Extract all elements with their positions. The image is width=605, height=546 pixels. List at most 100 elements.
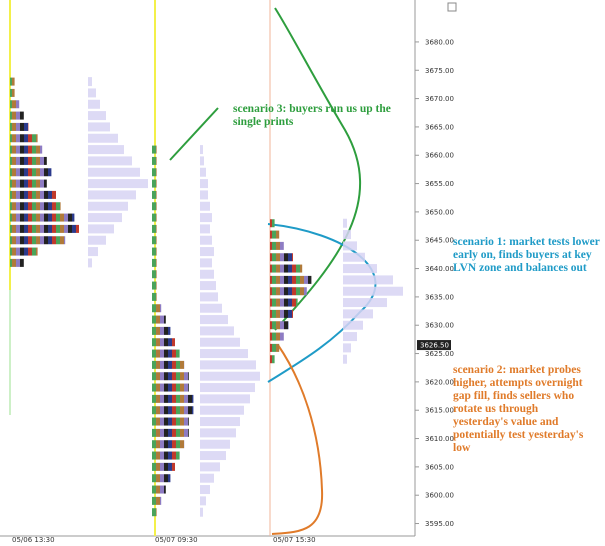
volume-row xyxy=(200,405,244,415)
x-tick-label: 05/07 09:30 xyxy=(155,536,198,544)
tpo-row xyxy=(152,292,157,301)
tpo-row xyxy=(152,213,157,222)
tpo-row xyxy=(10,122,29,131)
volume-row xyxy=(88,156,132,166)
y-tick-label: 3665.00 xyxy=(425,123,454,131)
volume-row xyxy=(343,218,347,228)
tpo-row xyxy=(152,281,157,290)
volume-row xyxy=(88,122,110,132)
volume-row xyxy=(200,451,226,461)
volume-row xyxy=(88,133,118,143)
volume-row xyxy=(200,190,208,200)
y-tick-label: 3600.00 xyxy=(425,492,454,500)
volume-row xyxy=(88,77,92,87)
y-tick-label: 3670.00 xyxy=(425,95,454,103)
tpo-row xyxy=(152,190,157,199)
x-tick-label: 05/07 15:30 xyxy=(273,536,316,544)
volume-row xyxy=(200,303,222,313)
volume-row xyxy=(200,383,255,393)
volume-row xyxy=(200,179,208,189)
y-tick-label: 3650.00 xyxy=(425,208,454,216)
tpo-row xyxy=(270,230,280,239)
tpo-row xyxy=(270,332,284,341)
tpo-row xyxy=(152,451,180,460)
scenario-curve xyxy=(274,7,362,331)
volume-row xyxy=(200,224,210,234)
tpo-row xyxy=(270,343,280,352)
volume-row xyxy=(200,269,214,279)
tpo-row xyxy=(10,134,38,143)
volume-row xyxy=(343,275,393,285)
tpo-row xyxy=(10,77,15,86)
tpo-row xyxy=(152,383,189,392)
tpo-row xyxy=(152,224,157,233)
tpo-row xyxy=(152,338,175,347)
tpo-row xyxy=(10,190,56,199)
volume-row xyxy=(343,264,377,274)
volume-row xyxy=(200,349,248,359)
tpo-row xyxy=(270,241,284,250)
volume-row xyxy=(200,167,206,177)
tpo-row xyxy=(10,88,15,97)
tpo-row xyxy=(10,168,52,177)
volume-row xyxy=(200,360,256,370)
volume-row xyxy=(88,179,148,189)
y-tick-label: 3610.00 xyxy=(425,435,454,443)
tpo-row xyxy=(10,111,24,120)
volume-row xyxy=(88,190,136,200)
tpo-row xyxy=(152,202,157,211)
tpo-row xyxy=(152,417,189,426)
volume-row xyxy=(200,281,216,291)
annotation: scenario 3: buyers run us up the single … xyxy=(233,103,391,128)
y-tick-label: 3645.00 xyxy=(425,237,454,245)
tpo-row xyxy=(152,496,162,505)
volume-row xyxy=(200,337,240,347)
volume-row xyxy=(200,485,210,495)
y-tick-label: 3595.00 xyxy=(425,520,454,528)
volume-row xyxy=(88,247,98,257)
volume-row xyxy=(88,145,124,155)
tpo-row xyxy=(10,247,38,256)
tpo-row xyxy=(270,253,293,262)
volume-row xyxy=(88,213,122,223)
volume-row xyxy=(200,145,203,155)
tpo-row xyxy=(270,219,275,228)
last-price-label: 3626.50 xyxy=(420,342,449,350)
volume-row xyxy=(200,315,228,325)
tpo-row xyxy=(152,179,157,188)
scenario-arrow xyxy=(169,107,219,161)
volume-row xyxy=(200,326,234,336)
volume-row xyxy=(200,258,212,268)
scenario-curve xyxy=(271,344,324,535)
y-tick-label: 3615.00 xyxy=(425,407,454,415)
volume-row xyxy=(343,354,347,364)
tpo-row xyxy=(10,179,47,188)
tpo-row xyxy=(152,360,185,369)
volume-row xyxy=(88,111,106,121)
tpo-row xyxy=(152,156,157,165)
tpo-row xyxy=(10,213,75,222)
tpo-row xyxy=(152,372,189,381)
volume-row xyxy=(88,88,96,98)
tpo-row xyxy=(270,287,307,296)
tpo-row xyxy=(152,145,157,154)
volume-row xyxy=(88,235,106,245)
annotation: scenario 2: market probes higher, attemp… xyxy=(453,364,584,454)
y-tick-label: 3680.00 xyxy=(425,38,454,46)
tpo-row xyxy=(152,394,194,403)
y-tick-label: 3640.00 xyxy=(425,265,454,273)
y-tick-label: 3620.00 xyxy=(425,378,454,386)
tpo-row xyxy=(152,326,171,335)
tpo-row xyxy=(270,264,303,273)
tpo-row xyxy=(10,100,20,109)
volume-row xyxy=(88,99,100,109)
y-tick-label: 3625.00 xyxy=(425,350,454,358)
tpo-row xyxy=(152,462,175,471)
volume-row xyxy=(88,167,140,177)
volume-row xyxy=(88,258,92,268)
y-tick-label: 3605.00 xyxy=(425,463,454,471)
tpo-row xyxy=(10,236,66,245)
tpo-row xyxy=(270,321,289,330)
